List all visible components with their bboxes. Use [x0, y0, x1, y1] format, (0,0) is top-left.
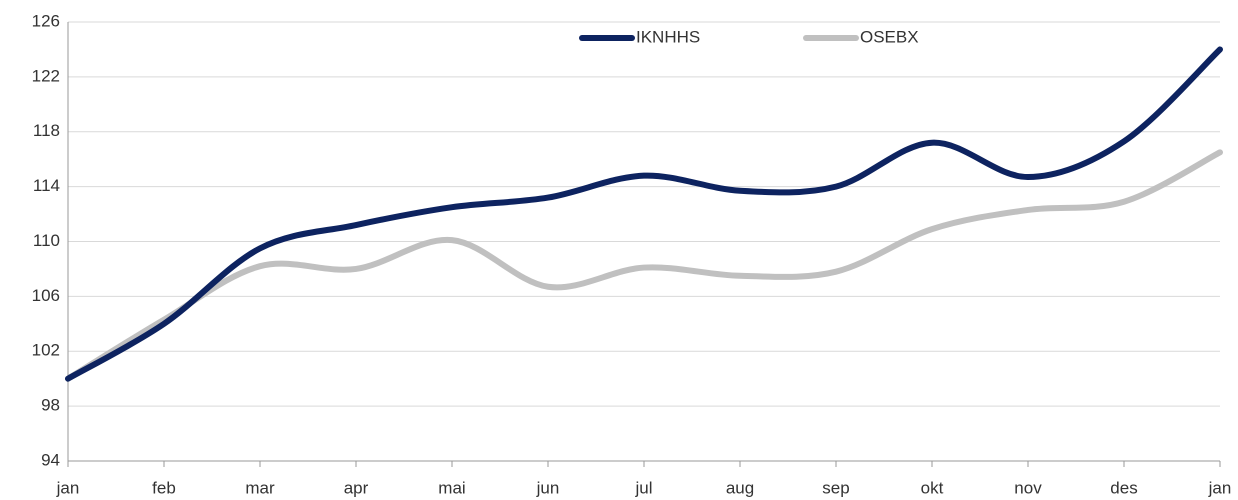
x-tick-label: feb	[152, 478, 176, 497]
y-tick-label: 122	[32, 66, 60, 85]
y-tick-label: 126	[32, 11, 60, 30]
x-tick-label: apr	[344, 478, 369, 497]
y-tick-label: 110	[33, 231, 60, 250]
x-tick-label: aug	[726, 478, 754, 497]
x-tick-label: jan	[56, 478, 80, 497]
x-tick-label: sep	[822, 478, 849, 497]
y-tick-label: 114	[33, 176, 60, 195]
x-tick-label: jan	[1208, 478, 1232, 497]
line-series	[65, 46, 1223, 382]
x-tick-label: okt	[921, 478, 944, 497]
legend-label: OSEBX	[860, 27, 919, 46]
y-tick-label: 98	[41, 396, 60, 415]
x-tick-label: mai	[438, 478, 465, 497]
y-tick-label: 94	[41, 450, 60, 469]
y-tick-label: 118	[33, 121, 60, 140]
line-series	[65, 149, 1223, 382]
x-tick-label: des	[1110, 478, 1137, 497]
legend-label: IKNHHS	[636, 27, 700, 46]
x-tick-label: mar	[245, 478, 275, 497]
x-tick-label: jul	[634, 478, 652, 497]
x-tick-label: jun	[536, 478, 560, 497]
y-tick-label: 102	[32, 341, 60, 360]
x-tick-label: nov	[1014, 478, 1042, 497]
y-tick-label: 106	[32, 286, 60, 305]
